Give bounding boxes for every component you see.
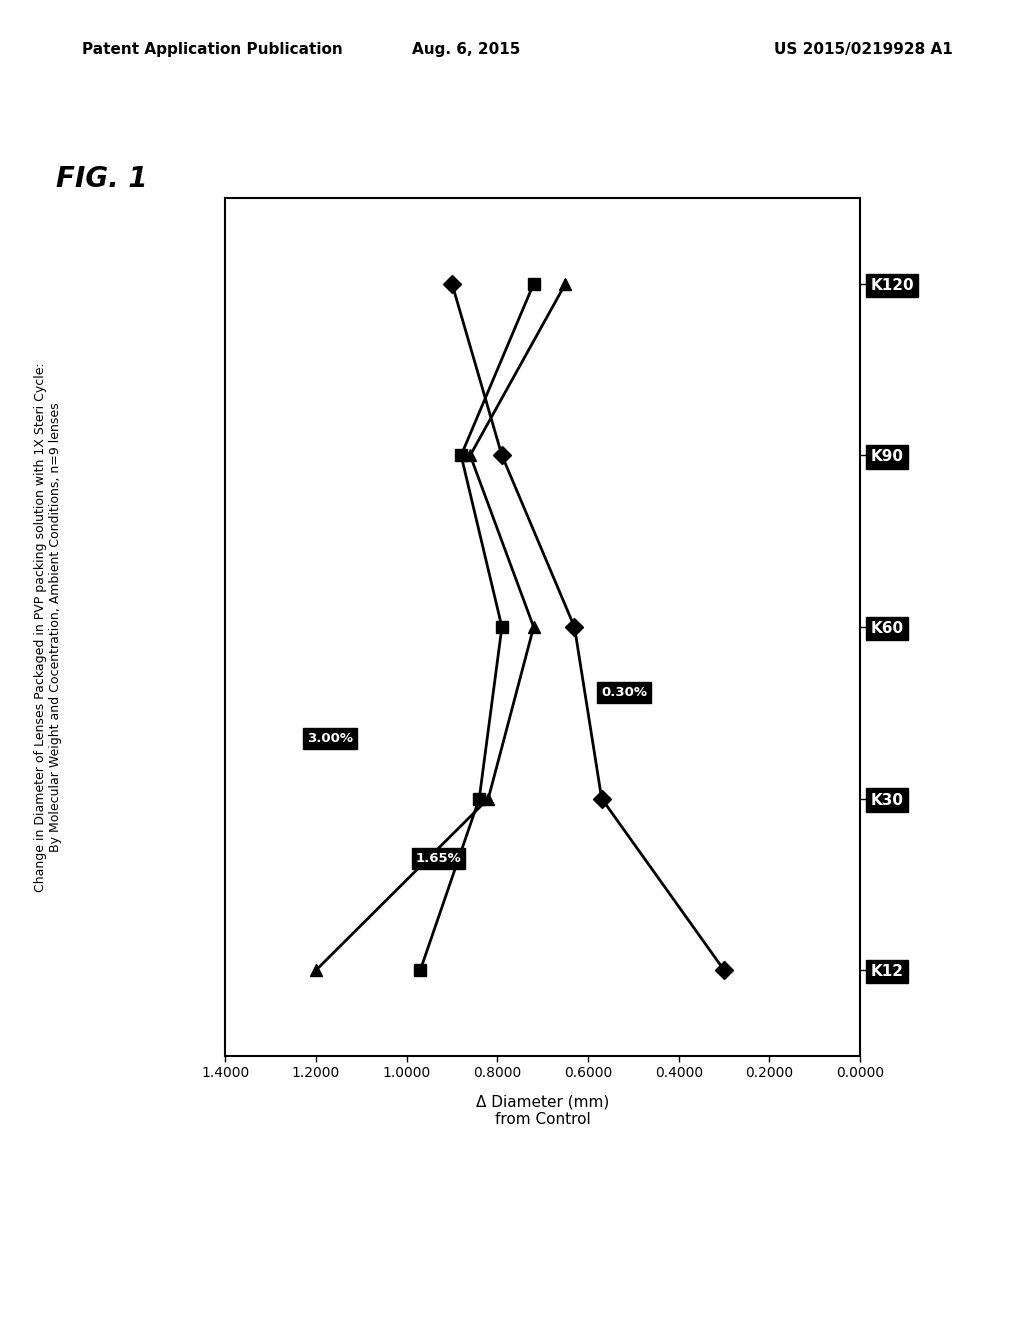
Text: Change in Diameter of Lenses Packaged in PVP packing solution with 1X Steri Cycl: Change in Diameter of Lenses Packaged in… bbox=[34, 362, 61, 892]
Text: Patent Application Publication: Patent Application Publication bbox=[82, 42, 343, 57]
Text: Aug. 6, 2015: Aug. 6, 2015 bbox=[412, 42, 520, 57]
Text: 3.00%: 3.00% bbox=[306, 733, 352, 744]
X-axis label: Δ Diameter (mm)
from Control: Δ Diameter (mm) from Control bbox=[476, 1094, 609, 1127]
Text: FIG. 1: FIG. 1 bbox=[56, 165, 147, 193]
Text: US 2015/0219928 A1: US 2015/0219928 A1 bbox=[773, 42, 952, 57]
Text: 0.30%: 0.30% bbox=[601, 685, 647, 698]
Text: 1.65%: 1.65% bbox=[416, 853, 461, 865]
